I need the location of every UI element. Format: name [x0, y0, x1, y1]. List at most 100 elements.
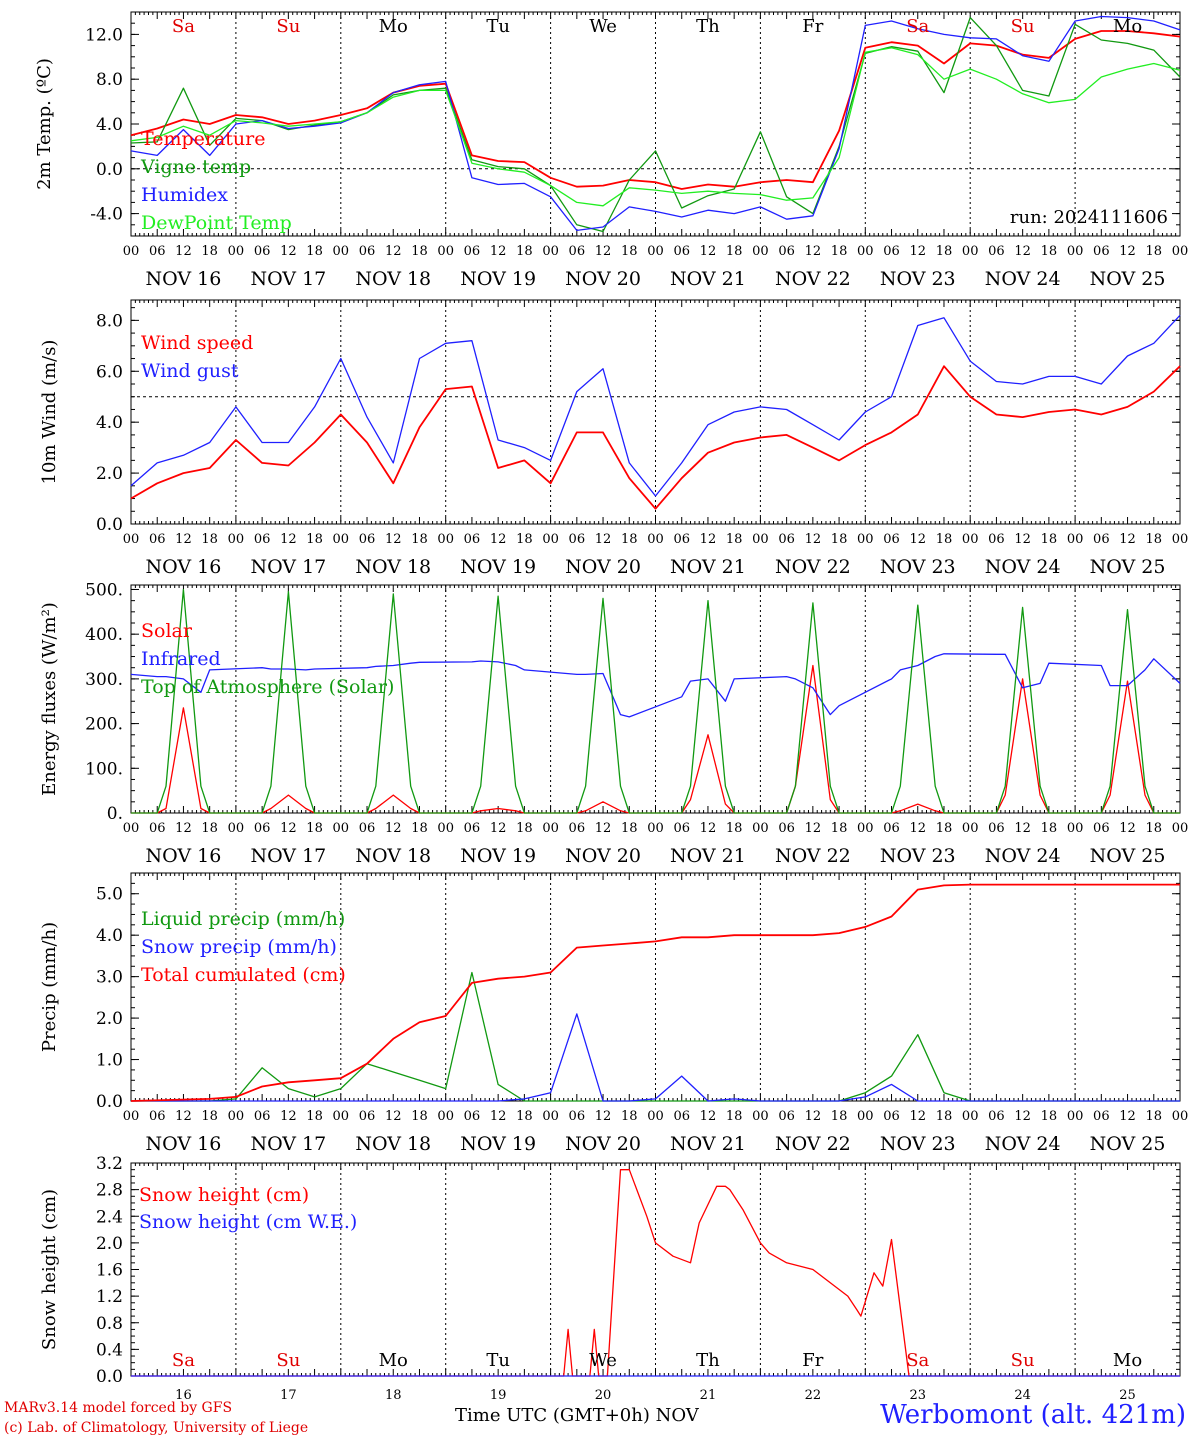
- day-label: NOV 20: [565, 268, 641, 290]
- hour-tick-label: 12: [700, 532, 717, 547]
- day-label: NOV 18: [355, 1133, 431, 1155]
- hour-tick-label: 18: [201, 821, 218, 836]
- day-label: NOV 25: [1090, 845, 1166, 867]
- hour-tick-label: 00: [437, 532, 454, 547]
- day-label: NOV 18: [355, 556, 431, 578]
- hour-tick-label: 18: [621, 821, 638, 836]
- day-number-label: 17: [280, 1388, 297, 1403]
- hour-tick-label: 06: [1093, 244, 1110, 259]
- hour-tick-label: 06: [1093, 532, 1110, 547]
- legend-entry: Snow height (cm): [139, 1184, 309, 1206]
- legend-entry: Snow height (cm W.E.): [139, 1211, 357, 1233]
- hour-tick-label: 12: [1014, 821, 1031, 836]
- station-name: Werbomont (alt. 421m): [880, 1400, 1186, 1430]
- day-label: NOV 22: [775, 1133, 851, 1155]
- legend-entry: Wind gust: [141, 360, 239, 382]
- weekday-label: Mo: [379, 16, 408, 37]
- hour-tick-label: 00: [1172, 532, 1189, 547]
- hour-tick-label: 06: [569, 532, 586, 547]
- hour-tick-label: 18: [516, 532, 533, 547]
- legend-entry: Humidex: [141, 184, 228, 206]
- y-tick-label: 500.: [85, 580, 123, 600]
- y-axis-label: Energy fluxes (W/m²): [39, 602, 60, 796]
- hour-tick-label: 18: [411, 1109, 428, 1124]
- hour-tick-label: 06: [149, 1109, 166, 1124]
- day-label: NOV 25: [1090, 556, 1166, 578]
- hour-tick-label: 12: [385, 821, 402, 836]
- y-tick-label: 1.6: [96, 1261, 123, 1281]
- day-number-label: 21: [700, 1388, 717, 1403]
- day-label: NOV 16: [146, 1133, 222, 1155]
- hour-tick-label: 06: [359, 1109, 376, 1124]
- hour-tick-label: 06: [778, 244, 795, 259]
- hour-tick-label: 18: [936, 1109, 953, 1124]
- weekday-label: Tu: [486, 1350, 510, 1371]
- y-tick-label: 100.: [85, 759, 123, 779]
- hour-tick-label: 12: [1119, 244, 1136, 259]
- day-label: NOV 20: [565, 1133, 641, 1155]
- legend-entry: Vigne temp: [140, 156, 251, 178]
- hour-tick-label: 00: [542, 244, 559, 259]
- day-label: NOV 17: [250, 845, 326, 867]
- legend-entry: Top of Atmosphere (Solar): [141, 676, 394, 698]
- legend-entry: Total cumulated (cm): [141, 964, 346, 986]
- legend-entry: Liquid precip (mm/h): [141, 908, 345, 930]
- panel-1: [130, 11, 1181, 237]
- hour-tick-label: 00: [542, 532, 559, 547]
- hour-tick-label: 12: [805, 821, 822, 836]
- hour-tick-label: 06: [149, 532, 166, 547]
- hour-tick-label: 12: [490, 1109, 507, 1124]
- hour-tick-label: 06: [883, 532, 900, 547]
- panel-5: [130, 1162, 1181, 1377]
- y-axis-label: Snow height (cm): [39, 1189, 60, 1350]
- y-tick-label: 4.0: [96, 413, 123, 433]
- hour-tick-label: 18: [831, 532, 848, 547]
- hour-tick-label: 06: [1093, 821, 1110, 836]
- hour-tick-label: 18: [1041, 821, 1058, 836]
- hour-tick-label: 12: [280, 1109, 297, 1124]
- hour-tick-label: 06: [254, 821, 271, 836]
- day-number-label: 19: [490, 1388, 507, 1403]
- series-line: [130, 365, 1181, 510]
- y-tick-label: 0.8: [96, 1314, 123, 1334]
- weekday-label: Sa: [172, 1350, 195, 1371]
- y-tick-label: 0.4: [96, 1340, 123, 1360]
- hour-tick-label: 18: [726, 821, 743, 836]
- hour-tick-label: 18: [306, 244, 323, 259]
- y-tick-label: 0.0: [96, 160, 123, 180]
- hour-tick-label: 12: [700, 1109, 717, 1124]
- hour-tick-label: 06: [673, 244, 690, 259]
- weekday-label: We: [589, 16, 617, 37]
- hour-tick-label: 18: [306, 1109, 323, 1124]
- hour-tick-label: 00: [647, 244, 664, 259]
- copyright-credit: (c) Lab. of Climatology, University of L…: [4, 1420, 309, 1436]
- hour-tick-label: 12: [385, 532, 402, 547]
- day-label: NOV 24: [985, 268, 1061, 290]
- y-tick-label: 2.4: [96, 1207, 123, 1227]
- hour-tick-label: 06: [673, 821, 690, 836]
- y-tick-label: 8.0: [96, 70, 123, 90]
- hour-tick-label: 18: [936, 244, 953, 259]
- hour-tick-label: 18: [1041, 532, 1058, 547]
- y-tick-label: 2.0: [96, 464, 123, 484]
- hour-tick-label: 00: [228, 821, 245, 836]
- hour-tick-label: 18: [726, 1109, 743, 1124]
- hour-tick-label: 00: [1172, 244, 1189, 259]
- hour-tick-label: 12: [909, 821, 926, 836]
- hour-tick-label: 06: [149, 244, 166, 259]
- hour-tick-label: 00: [857, 244, 874, 259]
- day-label: NOV 19: [460, 1133, 536, 1155]
- y-tick-label: 2.0: [96, 1234, 123, 1254]
- hour-tick-label: 18: [201, 244, 218, 259]
- hour-tick-label: 18: [621, 244, 638, 259]
- hour-tick-label: 00: [647, 532, 664, 547]
- hour-tick-label: 06: [464, 532, 481, 547]
- hour-tick-label: 12: [490, 244, 507, 259]
- y-tick-label: 200.: [85, 715, 123, 735]
- legend-entry: Wind speed: [141, 332, 253, 354]
- day-label: NOV 22: [775, 268, 851, 290]
- weekday-label: Tu: [486, 16, 510, 37]
- hour-tick-label: 12: [280, 244, 297, 259]
- hour-tick-label: 12: [175, 821, 192, 836]
